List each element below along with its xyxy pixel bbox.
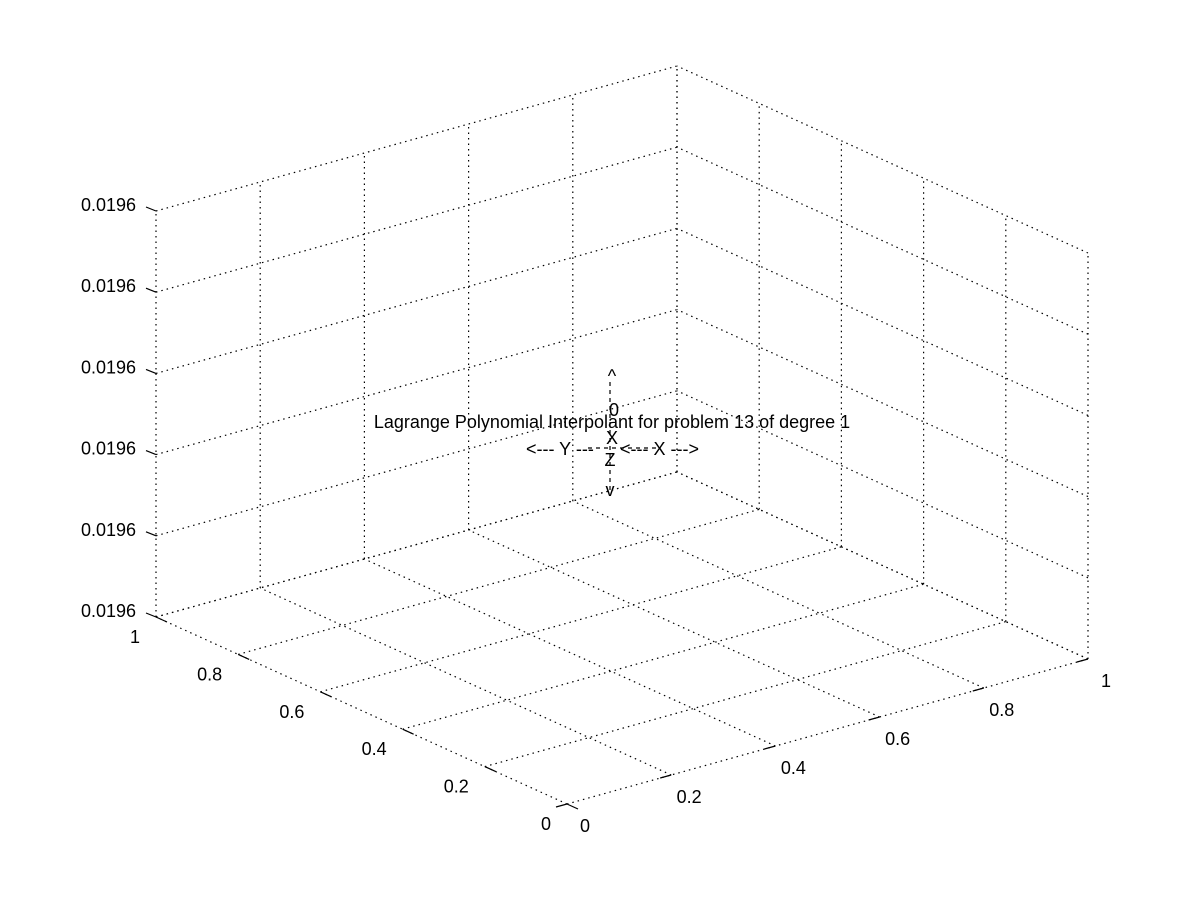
back-wall-grid-horizontal (155, 146, 678, 293)
y-tick-mark (237, 653, 250, 660)
y-tick-mark (402, 728, 414, 735)
side-wall-grid-horizontal (676, 65, 1089, 254)
grid-lines (155, 65, 1089, 805)
orient-x-arrow: <--- X ---> (620, 439, 699, 459)
floor-grid-line-x (572, 500, 985, 689)
z-tick-mark (145, 531, 157, 537)
orientation-indicator: ^ 0 X Z v <--- Y --- <--- X ---> (526, 366, 699, 500)
back-wall-grid-horizontal (155, 471, 678, 618)
floor-grid-line-x (468, 529, 880, 718)
z-tick-label: 0.0196 (81, 195, 136, 215)
y-tick-label: 0.8 (197, 664, 222, 684)
y-tick-label: 0.6 (279, 702, 304, 722)
z-tick-label: 0.0196 (81, 276, 136, 296)
z-tick-mark (145, 450, 157, 456)
y-tick-label: 0.2 (444, 777, 469, 797)
z-tick-mark (145, 206, 157, 212)
y-tick-mark (566, 803, 579, 810)
x-tick-label: 1 (1101, 671, 1111, 691)
x-tick-label: 0.2 (677, 787, 702, 807)
orient-center-x: X (606, 428, 618, 448)
y-tick-label: 0 (541, 814, 551, 834)
x-tick-label: 0.6 (885, 729, 910, 749)
floor-grid-line-y (238, 508, 760, 655)
x-tick-mark (1076, 658, 1089, 663)
y-tick-label: 0.4 (362, 739, 387, 759)
z-tick-mark (145, 368, 157, 374)
z-tick-mark (145, 612, 157, 618)
side-wall-grid-horizontal (676, 227, 1089, 416)
floor-grid-line-y (566, 658, 1089, 805)
tick-marks (145, 206, 1089, 810)
orient-up-arrow: ^ (608, 366, 617, 386)
floor-grid-line-y (484, 621, 1006, 768)
z-tick-label: 0.0196 (81, 439, 136, 459)
x-tick-mark (764, 745, 776, 750)
tick-labels: 0 0.2 0.4 0.6 0.8 1 0 0.2 0.4 0.6 0.8 1 0.0196 0.0196… (81, 195, 1111, 836)
z-tick-label: 0.0196 (81, 520, 136, 540)
floor-grid-line-y (320, 546, 842, 693)
orient-zero-marker: 0 (609, 400, 619, 420)
back-wall-grid-horizontal (155, 227, 678, 374)
side-wall-grid-horizontal (676, 309, 1089, 498)
x-tick-mark (868, 716, 880, 721)
back-wall-grid-horizontal (155, 65, 678, 212)
back-wall-grid-horizontal (155, 309, 678, 456)
x-tick-mark (660, 774, 672, 779)
x-tick-label: 0 (580, 816, 590, 836)
side-wall-grid-horizontal (676, 146, 1089, 335)
side-wall-grid-horizontal (676, 471, 1089, 660)
orient-y-arrow: <--- Y --- (526, 439, 594, 459)
chart-title: Lagrange Polynomial Interpolant for prob… (374, 412, 850, 432)
x-tick-mark (972, 687, 984, 692)
y-tick-label: 1 (130, 627, 140, 647)
floor-grid-line-x (259, 587, 672, 776)
z-tick-mark (145, 287, 157, 293)
z-tick-label: 0.0196 (81, 357, 136, 377)
x-tick-label: 0.8 (989, 700, 1014, 720)
y-tick-mark (320, 691, 332, 698)
x-tick-label: 0.4 (781, 758, 806, 778)
orient-center-z: Z (605, 450, 616, 470)
floor-grid-line-x (364, 558, 776, 747)
floor-grid-line-y (402, 583, 924, 730)
z-tick-label: 0.0196 (81, 601, 136, 621)
side-wall-grid-horizontal (676, 390, 1089, 579)
orient-down-arrow: v (606, 480, 615, 500)
y-tick-mark (484, 766, 497, 773)
floor-grid-line-x (155, 616, 568, 805)
back-wall-grid-horizontal (155, 390, 678, 537)
x-tick-mark (555, 803, 568, 808)
y-tick-mark (155, 616, 168, 623)
